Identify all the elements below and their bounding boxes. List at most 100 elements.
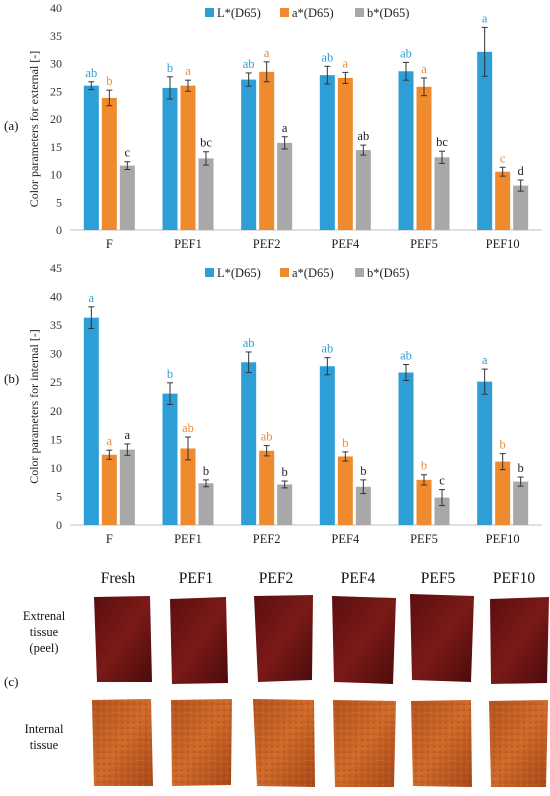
significance-letter: b <box>167 367 173 381</box>
legend-entry: b*(D65) <box>367 6 409 20</box>
photo-row-label: tissue <box>30 625 59 639</box>
significance-letter: b <box>360 464 366 478</box>
photo-row-label: (peel) <box>29 641 58 655</box>
legend-entry: b*(D65) <box>367 266 409 280</box>
y-axis-label: Color parameters for internal [-] <box>27 329 41 484</box>
x-tick-label: F <box>106 532 113 546</box>
photo-row-label: tissue <box>30 738 59 752</box>
legend-swatch <box>355 268 364 277</box>
internal-tissue-texture <box>411 700 472 787</box>
legend-swatch <box>205 268 214 277</box>
legend-entry: a*(D65) <box>292 266 334 280</box>
peel-tissue-sample <box>410 594 474 682</box>
panel-label: (c) <box>4 674 18 689</box>
significance-letter: a <box>107 434 113 448</box>
bar <box>241 79 257 230</box>
y-tick-label: 35 <box>50 318 62 332</box>
bar <box>434 157 450 230</box>
bar <box>180 448 196 525</box>
y-tick-label: 25 <box>50 375 62 389</box>
bar <box>198 158 214 230</box>
chart-external: 0 5 10 15 20 25 30 35 40 Color parameters for ext… <box>4 1 542 251</box>
y-tick-label: 20 <box>50 112 62 126</box>
bar <box>398 372 414 525</box>
y-tick-label: 10 <box>50 461 62 475</box>
significance-letter: bc <box>200 136 212 150</box>
significance-letter: a <box>185 64 191 78</box>
legend-entry: L*(D65) <box>217 6 261 20</box>
significance-letter: ab <box>243 336 255 350</box>
significance-letter: ab <box>357 129 369 143</box>
y-tick-label: 45 <box>50 261 62 275</box>
bar <box>259 450 275 525</box>
panel-label: (a) <box>4 118 18 133</box>
peel-tissue-sample <box>170 597 228 684</box>
y-tick-label: 10 <box>50 168 62 182</box>
y-tick-label: 35 <box>50 29 62 43</box>
legend-entry: L*(D65) <box>217 266 261 280</box>
y-tick-label: 5 <box>56 489 62 503</box>
bar <box>241 362 257 525</box>
x-tick-label: PEF10 <box>486 532 520 546</box>
y-tick-label: 0 <box>56 223 62 237</box>
bar <box>101 97 117 230</box>
x-tick-label: PEF10 <box>486 237 520 251</box>
bar <box>119 449 135 525</box>
y-tick-label: 30 <box>50 347 62 361</box>
bar <box>337 456 353 525</box>
legend-swatch <box>205 8 214 17</box>
bar <box>477 381 493 525</box>
peel-tissue-sample <box>254 595 313 682</box>
bar <box>477 51 493 230</box>
bar <box>83 85 99 230</box>
legend-swatch <box>355 8 364 17</box>
significance-letter: a <box>482 353 488 367</box>
significance-letter: a <box>482 11 488 25</box>
photo-panel: Fresh PEF1 PEF2 PEF4 PEF5 PEF10 (c) Extrenal tis… <box>4 570 549 787</box>
bar <box>319 75 335 230</box>
photo-column-header: PEF4 <box>341 570 376 587</box>
bar <box>319 366 335 525</box>
bar <box>162 87 178 230</box>
photo-row-label: Extrenal <box>23 609 66 623</box>
legend-swatch <box>280 268 289 277</box>
significance-letter: ab <box>321 342 333 356</box>
photo-column-header: PEF1 <box>179 570 213 587</box>
bar <box>416 86 432 230</box>
internal-tissue-texture <box>253 699 315 787</box>
bar <box>83 317 99 525</box>
significance-letter: b <box>342 436 348 450</box>
bar <box>495 171 511 230</box>
y-tick-label: 40 <box>50 1 62 15</box>
y-tick-label: 0 <box>56 518 62 532</box>
photo-column-header: PEF10 <box>493 570 535 587</box>
y-tick-label: 40 <box>50 290 62 304</box>
significance-letter: a <box>89 291 95 305</box>
significance-letter: a <box>125 428 131 442</box>
y-tick-label: 15 <box>50 140 62 154</box>
significance-letter: ab <box>85 66 97 80</box>
bar <box>495 461 511 525</box>
chart-internal: 0 5 10 15 20 25 30 35 40 45 Color parameters for i… <box>4 261 542 546</box>
y-tick-label: 20 <box>50 404 62 418</box>
bar <box>513 481 529 525</box>
y-tick-label: 25 <box>50 84 62 98</box>
photo-row-label: Internal <box>25 722 64 736</box>
y-axis-label: Color parameters for external [-] <box>27 51 41 208</box>
y-tick-label: 30 <box>50 57 62 71</box>
internal-tissue-texture <box>92 699 153 786</box>
significance-letter: d <box>518 164 525 178</box>
significance-letter: ab <box>321 50 333 64</box>
internal-tissue-texture <box>333 700 396 787</box>
significance-letter: b <box>282 465 288 479</box>
bar <box>277 484 293 525</box>
bar <box>355 150 371 230</box>
significance-letter: ab <box>400 46 412 60</box>
legend-entry: a*(D65) <box>292 6 334 20</box>
photo-column-header: Fresh <box>101 570 136 587</box>
peel-tissue-sample <box>94 596 152 682</box>
internal-tissue-texture <box>171 699 232 786</box>
y-tick-label: 5 <box>56 195 62 209</box>
significance-letter: ab <box>182 421 194 435</box>
